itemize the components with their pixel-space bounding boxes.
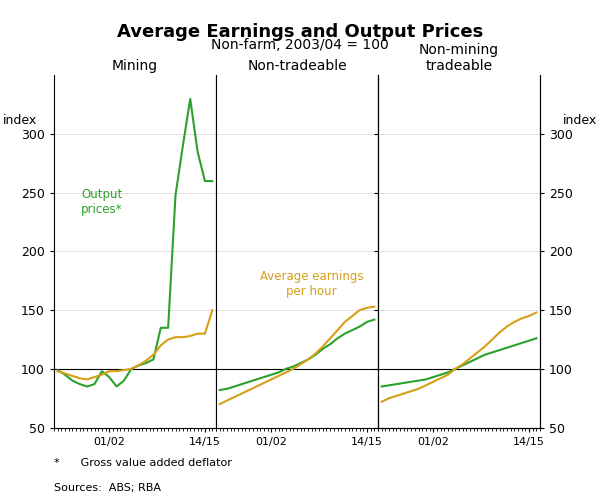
Text: index: index <box>3 114 37 127</box>
Text: Output
prices*: Output prices* <box>81 188 122 216</box>
Title: Mining: Mining <box>112 59 158 73</box>
Text: Average earnings
per hour: Average earnings per hour <box>260 271 364 298</box>
Title: Non-mining
tradeable: Non-mining tradeable <box>419 43 499 73</box>
Title: Non-tradeable: Non-tradeable <box>247 59 347 73</box>
Text: Non-farm, 2003/04 = 100: Non-farm, 2003/04 = 100 <box>211 38 389 52</box>
Text: index: index <box>563 114 597 127</box>
Text: Average Earnings and Output Prices: Average Earnings and Output Prices <box>117 23 483 41</box>
Text: Sources:  ABS; RBA: Sources: ABS; RBA <box>54 483 161 493</box>
Text: *      Gross value added deflator: * Gross value added deflator <box>54 458 232 468</box>
